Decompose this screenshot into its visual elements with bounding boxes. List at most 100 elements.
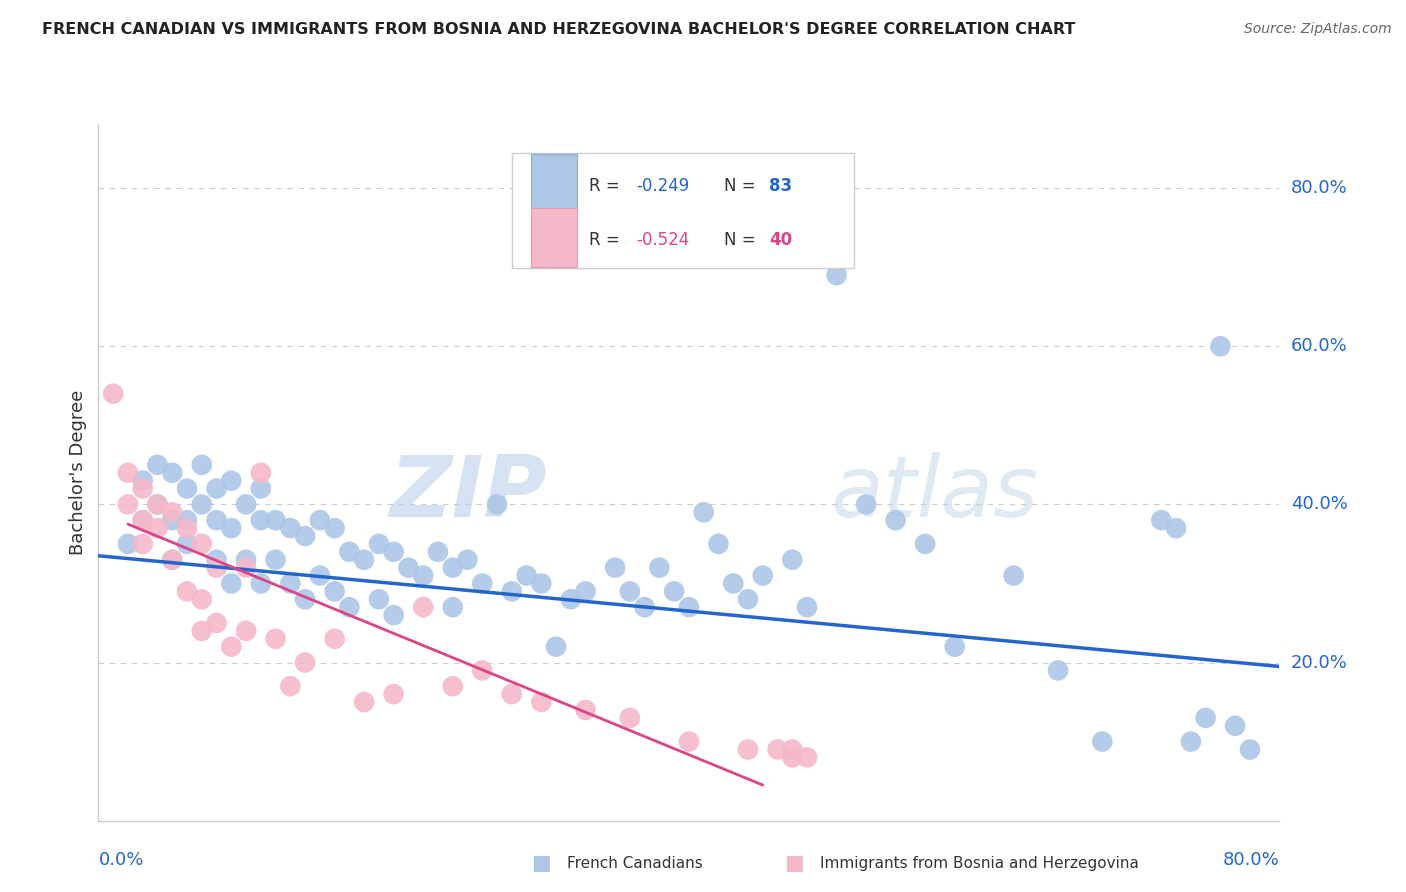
Point [737, 592, 759, 607]
Text: 60.0%: 60.0% [1291, 337, 1347, 355]
Point [441, 560, 464, 574]
Point [619, 711, 641, 725]
Point [678, 734, 700, 748]
Point [368, 592, 391, 607]
FancyBboxPatch shape [530, 209, 576, 267]
Point [337, 600, 360, 615]
Point [515, 568, 537, 582]
Text: Immigrants from Bosnia and Herzegovina: Immigrants from Bosnia and Herzegovina [820, 856, 1139, 871]
Point [191, 537, 214, 551]
Point [117, 497, 139, 511]
Point [353, 552, 375, 567]
Text: 40: 40 [769, 231, 793, 249]
Point [441, 679, 464, 693]
Point [146, 497, 169, 511]
Point [530, 695, 553, 709]
Point [219, 474, 242, 488]
Point [191, 624, 214, 638]
Point [737, 742, 759, 756]
Point [766, 742, 789, 756]
Point [1046, 664, 1069, 678]
Y-axis label: Bachelor's Degree: Bachelor's Degree [69, 390, 87, 556]
Point [796, 600, 818, 615]
Point [132, 513, 155, 527]
Text: -0.249: -0.249 [636, 178, 689, 195]
Point [191, 458, 214, 472]
Point [1195, 711, 1218, 725]
Point [441, 600, 464, 615]
Point [235, 560, 257, 574]
Point [323, 521, 346, 535]
Point [751, 568, 773, 582]
Point [1164, 521, 1187, 535]
Point [219, 521, 242, 535]
Point [219, 640, 242, 654]
Point [574, 703, 596, 717]
Point [278, 576, 302, 591]
Point [782, 750, 804, 764]
Point [560, 592, 582, 607]
Point [1091, 734, 1114, 748]
Point [382, 545, 405, 559]
Point [633, 600, 655, 615]
Point [353, 695, 375, 709]
Point [205, 552, 228, 567]
Text: ■: ■ [531, 854, 551, 873]
Point [132, 482, 155, 496]
Point [132, 474, 155, 488]
Point [782, 552, 804, 567]
Text: 80.0%: 80.0% [1223, 851, 1279, 869]
Point [250, 513, 273, 527]
Text: ZIP: ZIP [389, 452, 547, 535]
Point [427, 545, 450, 559]
Point [176, 537, 198, 551]
Point [1150, 513, 1173, 527]
Point [323, 584, 346, 599]
Point [162, 552, 183, 567]
Point [605, 560, 627, 574]
Point [471, 664, 494, 678]
Point [162, 552, 183, 567]
Point [1239, 742, 1261, 756]
Point [176, 584, 198, 599]
Point [309, 568, 332, 582]
Point [132, 537, 155, 551]
Point [943, 640, 966, 654]
Point [264, 632, 287, 646]
Point [1223, 719, 1246, 733]
Point [219, 576, 242, 591]
Point [264, 513, 287, 527]
Point [884, 513, 907, 527]
Point [117, 537, 139, 551]
Point [412, 568, 434, 582]
Point [855, 497, 877, 511]
Point [782, 742, 804, 756]
Point [1180, 734, 1202, 748]
Point [1002, 568, 1025, 582]
Text: atlas: atlas [831, 452, 1039, 535]
Point [486, 497, 509, 511]
Point [191, 592, 214, 607]
Point [530, 576, 553, 591]
Point [146, 521, 169, 535]
Point [205, 513, 228, 527]
Text: Source: ZipAtlas.com: Source: ZipAtlas.com [1244, 22, 1392, 37]
Point [309, 513, 332, 527]
Point [294, 656, 316, 670]
Text: -0.524: -0.524 [636, 231, 689, 249]
Point [162, 466, 183, 480]
Text: 80.0%: 80.0% [1291, 179, 1347, 197]
Point [707, 537, 730, 551]
FancyBboxPatch shape [512, 153, 855, 268]
Point [278, 521, 302, 535]
Text: R =: R = [589, 178, 624, 195]
Point [117, 466, 139, 480]
Point [382, 608, 405, 623]
Point [501, 687, 523, 701]
Point [176, 521, 198, 535]
Text: 20.0%: 20.0% [1291, 654, 1347, 672]
Text: N =: N = [724, 178, 761, 195]
Point [1209, 339, 1232, 353]
Text: N =: N = [724, 231, 761, 249]
Point [235, 624, 257, 638]
